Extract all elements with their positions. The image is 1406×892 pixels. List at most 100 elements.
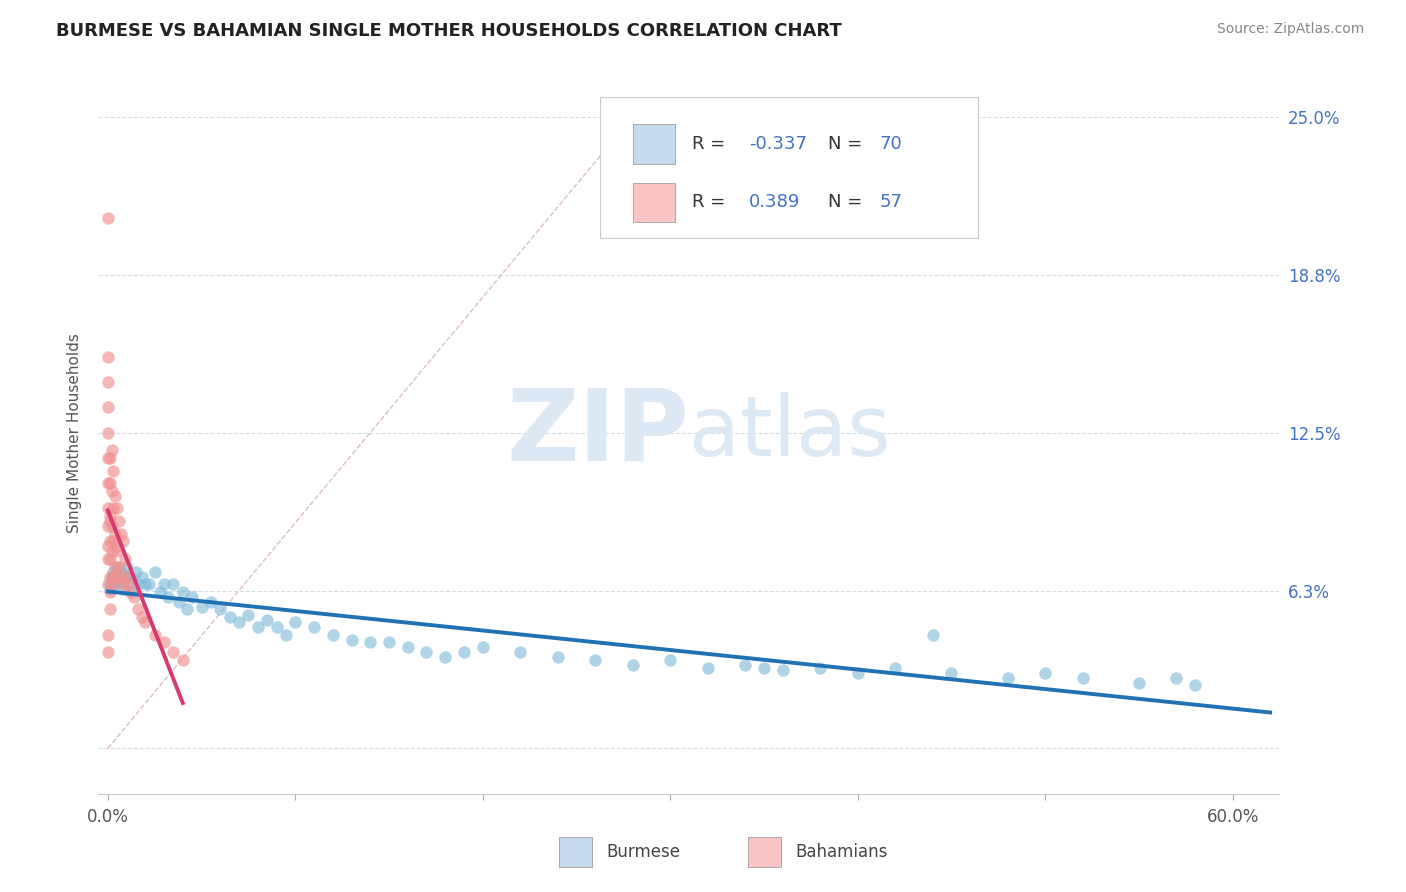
Point bbox=[138, 577, 160, 591]
Point bbox=[120, 569, 142, 583]
Point bbox=[97, 375, 120, 389]
Point bbox=[453, 645, 475, 659]
Text: ZIP: ZIP bbox=[506, 384, 689, 481]
Point bbox=[274, 628, 297, 642]
Point bbox=[98, 552, 121, 566]
Point bbox=[846, 665, 869, 680]
Text: atlas: atlas bbox=[689, 392, 890, 473]
Text: 57: 57 bbox=[879, 194, 903, 211]
Point bbox=[100, 569, 122, 583]
Point bbox=[98, 508, 121, 523]
Point bbox=[111, 582, 134, 597]
Point bbox=[100, 483, 122, 498]
Point bbox=[131, 610, 153, 624]
Point bbox=[134, 615, 156, 629]
Point bbox=[97, 577, 120, 591]
Point bbox=[98, 569, 121, 583]
Point bbox=[752, 660, 775, 674]
Point bbox=[134, 577, 156, 591]
Point bbox=[115, 569, 138, 583]
Point bbox=[111, 534, 134, 549]
Point bbox=[110, 569, 132, 583]
Point bbox=[696, 660, 718, 674]
Point bbox=[121, 584, 143, 599]
Point bbox=[100, 544, 122, 558]
Point bbox=[1071, 671, 1094, 685]
Point bbox=[127, 577, 149, 591]
FancyBboxPatch shape bbox=[748, 837, 782, 867]
Point bbox=[114, 569, 136, 583]
Point bbox=[100, 519, 122, 533]
Text: 0.389: 0.389 bbox=[749, 194, 800, 211]
Point bbox=[97, 539, 120, 553]
Point bbox=[997, 671, 1019, 685]
Point bbox=[97, 211, 120, 225]
Point bbox=[103, 569, 125, 583]
FancyBboxPatch shape bbox=[634, 183, 675, 222]
Point bbox=[117, 577, 139, 591]
Point bbox=[340, 632, 363, 647]
Point bbox=[115, 559, 138, 574]
Point bbox=[117, 577, 139, 591]
Point bbox=[153, 577, 176, 591]
Point bbox=[110, 526, 132, 541]
Point bbox=[98, 577, 121, 591]
Point bbox=[97, 519, 120, 533]
Point bbox=[921, 628, 943, 642]
Point bbox=[1033, 665, 1056, 680]
Point bbox=[97, 552, 120, 566]
Point bbox=[143, 628, 166, 642]
Point bbox=[120, 584, 142, 599]
Point bbox=[105, 501, 128, 516]
Text: N =: N = bbox=[828, 136, 869, 153]
Point bbox=[176, 602, 198, 616]
Point bbox=[104, 526, 127, 541]
Point bbox=[103, 463, 125, 477]
Text: Burmese: Burmese bbox=[606, 843, 681, 861]
Y-axis label: Single Mother Households: Single Mother Households bbox=[67, 333, 83, 533]
Text: -0.337: -0.337 bbox=[749, 136, 807, 153]
Point bbox=[583, 653, 606, 667]
Text: Bahamians: Bahamians bbox=[796, 843, 887, 861]
Point bbox=[172, 653, 194, 667]
Point bbox=[98, 476, 121, 491]
Point bbox=[359, 635, 381, 649]
Point bbox=[105, 539, 128, 553]
Point bbox=[396, 640, 419, 655]
Point bbox=[808, 660, 831, 674]
Point bbox=[143, 565, 166, 579]
Point bbox=[238, 607, 260, 622]
Point bbox=[108, 574, 131, 589]
Point bbox=[103, 501, 125, 516]
Point bbox=[302, 620, 325, 634]
Point bbox=[471, 640, 494, 655]
Point bbox=[734, 658, 756, 673]
Point bbox=[122, 590, 145, 604]
Point bbox=[104, 559, 127, 574]
Point bbox=[111, 577, 134, 591]
Point bbox=[104, 577, 127, 591]
Point bbox=[181, 590, 204, 604]
Point bbox=[97, 350, 120, 364]
Point bbox=[322, 628, 344, 642]
Point bbox=[156, 590, 179, 604]
Point bbox=[228, 615, 250, 629]
Point bbox=[218, 610, 240, 624]
Point bbox=[378, 635, 401, 649]
Point bbox=[209, 602, 232, 616]
Point bbox=[110, 565, 132, 579]
Text: N =: N = bbox=[828, 194, 869, 211]
Point bbox=[98, 534, 121, 549]
Point bbox=[105, 544, 128, 558]
Text: R =: R = bbox=[693, 136, 731, 153]
Point bbox=[103, 569, 125, 583]
Point bbox=[1128, 675, 1150, 690]
Point bbox=[98, 582, 121, 597]
FancyBboxPatch shape bbox=[560, 837, 592, 867]
Point bbox=[547, 650, 569, 665]
Point bbox=[415, 645, 437, 659]
Point bbox=[162, 577, 184, 591]
Point bbox=[108, 559, 131, 574]
Point bbox=[97, 450, 120, 465]
FancyBboxPatch shape bbox=[634, 125, 675, 164]
